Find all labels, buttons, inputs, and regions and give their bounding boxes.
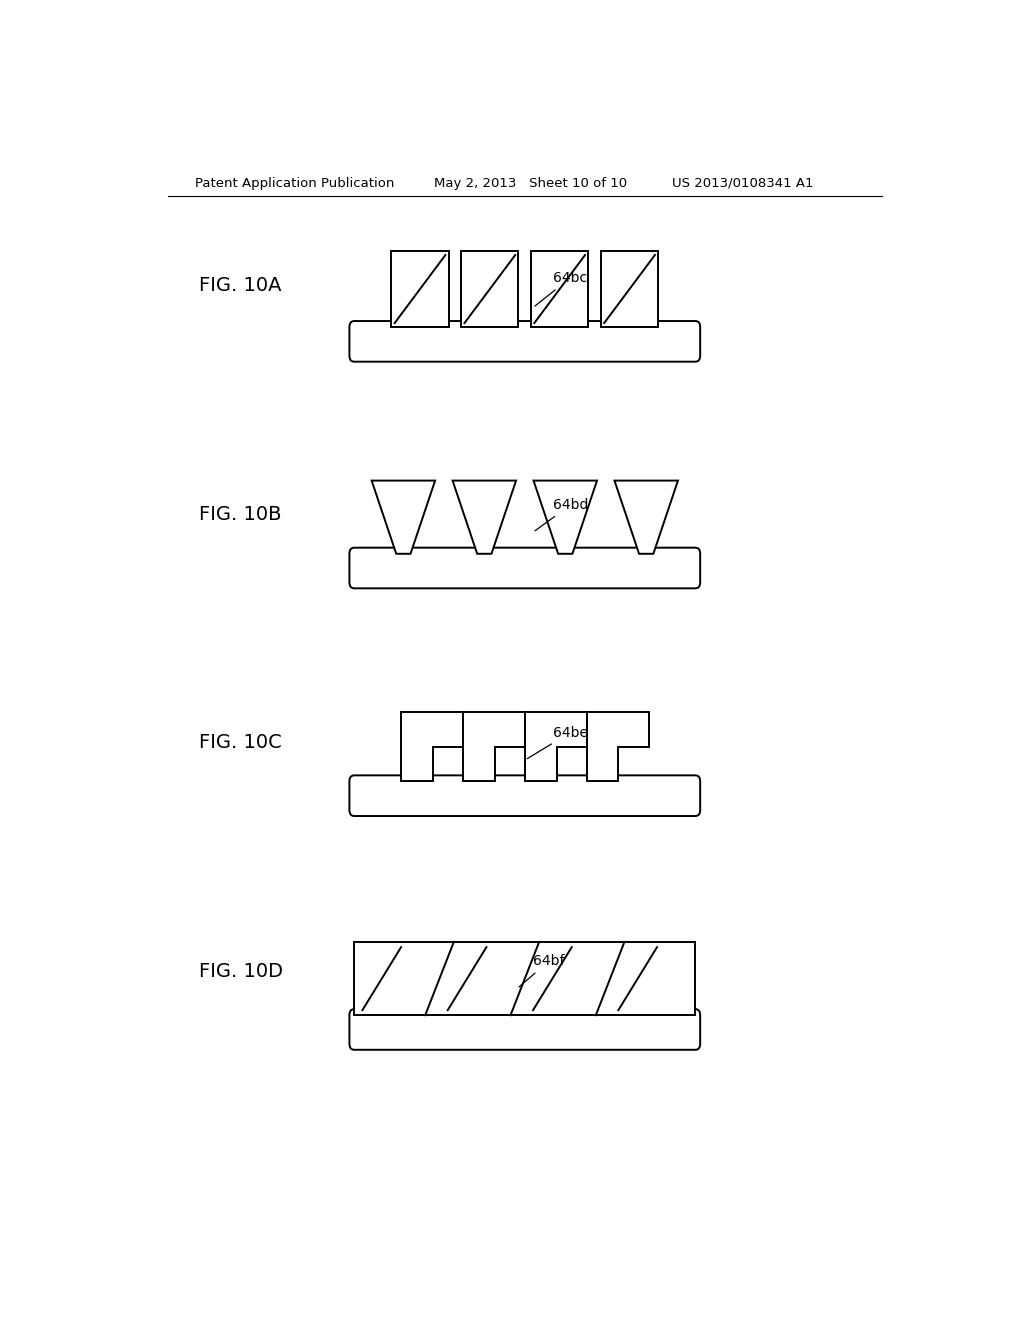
FancyBboxPatch shape [349,1008,700,1049]
Polygon shape [534,480,597,554]
Text: FIG. 10B: FIG. 10B [200,504,282,524]
Polygon shape [401,713,463,781]
Polygon shape [453,480,516,554]
FancyBboxPatch shape [349,321,700,362]
FancyBboxPatch shape [349,775,700,816]
Text: US 2013/0108341 A1: US 2013/0108341 A1 [672,177,813,190]
Polygon shape [614,480,678,554]
Text: 64be: 64be [527,726,588,759]
FancyBboxPatch shape [349,548,700,589]
Text: 64bc: 64bc [535,272,587,306]
Bar [462,251,518,327]
Polygon shape [463,713,524,781]
Polygon shape [587,713,648,781]
Bar [531,251,588,327]
Bar [601,251,658,327]
Polygon shape [524,713,587,781]
Text: May 2, 2013   Sheet 10 of 10: May 2, 2013 Sheet 10 of 10 [433,177,627,190]
Text: FIG. 10A: FIG. 10A [200,276,282,294]
Text: FIG. 10C: FIG. 10C [200,734,283,752]
Text: 64bd: 64bd [535,498,588,531]
Text: 64bf: 64bf [519,954,564,987]
Text: Patent Application Publication: Patent Application Publication [196,177,395,190]
Bar [354,942,695,1015]
Text: FIG. 10D: FIG. 10D [200,962,284,981]
Bar [391,251,449,327]
Polygon shape [372,480,435,554]
